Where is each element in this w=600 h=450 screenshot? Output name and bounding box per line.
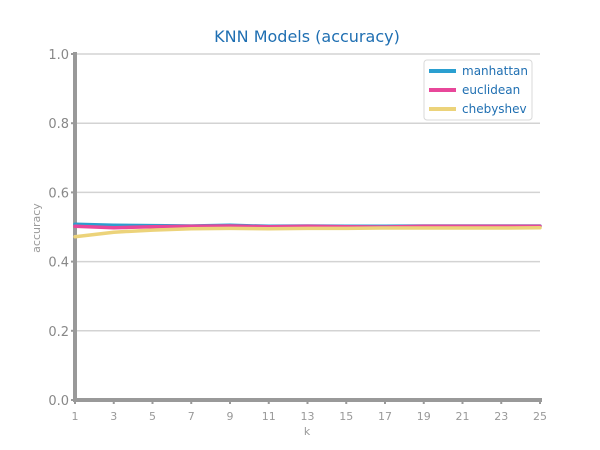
legend-box xyxy=(423,59,533,121)
chart-title: KNN Models (accuracy) xyxy=(214,27,400,46)
x-tick-label: 15 xyxy=(339,410,353,423)
x-tick-label: 5 xyxy=(149,410,156,423)
x-tick-label: 23 xyxy=(494,410,508,423)
series-lines xyxy=(73,222,542,239)
y-axis-label: accuracy xyxy=(30,203,43,253)
y-tick-label: 0.0 xyxy=(48,394,69,409)
x-tick-label: 9 xyxy=(227,410,234,423)
x-tick-label: 17 xyxy=(378,410,392,423)
x-tick-label: 21 xyxy=(456,410,470,423)
y-tick-label: 1.0 xyxy=(48,48,69,63)
y-tick-label: 0.6 xyxy=(48,186,69,201)
x-tick-label: 19 xyxy=(417,410,431,423)
x-tick-label: 13 xyxy=(301,410,315,423)
grid-lines xyxy=(75,53,540,332)
tick-labels: 0.00.20.40.60.81.01 3 5 7 9 11 13 15 17 19 21 23 25 xyxy=(48,48,547,423)
y-tick-label: 0.2 xyxy=(48,325,69,340)
y-tick-label: 0.4 xyxy=(48,256,69,271)
legend-label-chebyshev: chebyshev xyxy=(462,102,527,116)
x-tick-label: 25 xyxy=(533,410,547,423)
legend: manhattan euclidean chebyshev xyxy=(423,59,533,121)
x-tick-label: 7 xyxy=(188,410,195,423)
x-axis-label: k xyxy=(304,425,311,438)
legend-label-euclidean: euclidean xyxy=(462,83,520,97)
x-tick-label: 1 xyxy=(72,410,79,423)
y-tick-label: 0.8 xyxy=(48,117,69,132)
series-line-chebyshev xyxy=(73,225,542,239)
x-tick-label: 11 xyxy=(262,410,276,423)
legend-label-manhattan: manhattan xyxy=(462,64,528,78)
x-tick-label: 3 xyxy=(110,410,117,423)
